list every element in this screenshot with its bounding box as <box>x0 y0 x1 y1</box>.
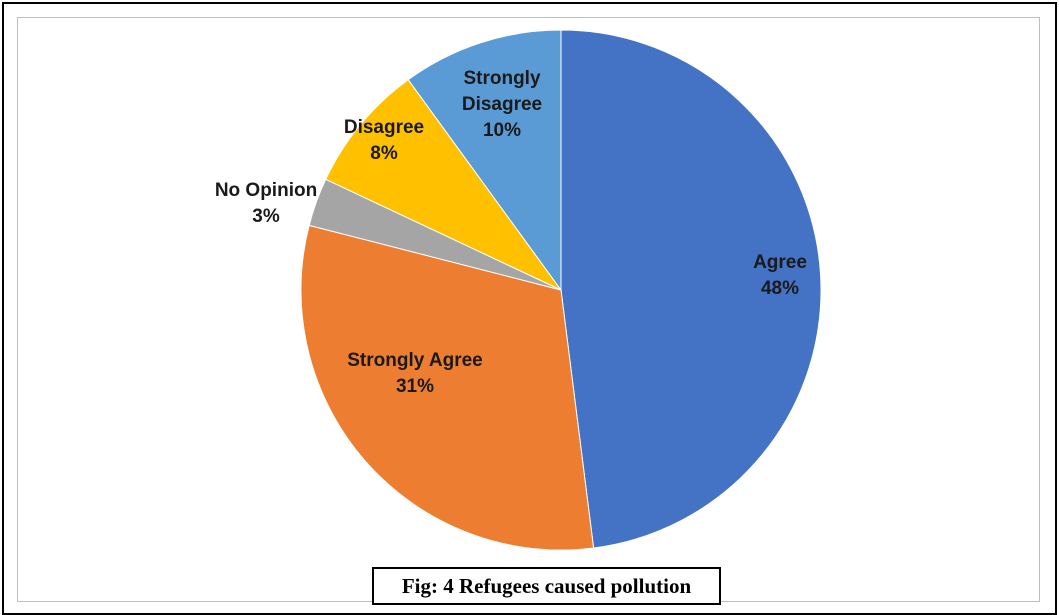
data-label-no-opinion: No Opinion 3% <box>215 180 317 227</box>
data-label-disagree: Disagree 8% <box>344 117 424 164</box>
pie-slice-strongly-disagree <box>407 29 562 292</box>
data-label-agree: Agree 48% <box>753 252 807 299</box>
pie-slice-strongly-agree <box>300 224 595 551</box>
pie-slices <box>300 29 822 551</box>
data-label-strongly-disagree: Strongly Disagree 10% <box>462 68 542 141</box>
data-label-strongly-agree: Strongly Agree 31% <box>347 350 483 397</box>
pie-slice-agree <box>560 29 822 549</box>
pie-labels: Agree 48% Strongly Agree 31% No Opinion 3% Dis… <box>215 68 807 397</box>
figure-caption: Fig: 4 Refugees caused pollution <box>372 567 721 605</box>
pie-slice-disagree <box>325 78 562 291</box>
